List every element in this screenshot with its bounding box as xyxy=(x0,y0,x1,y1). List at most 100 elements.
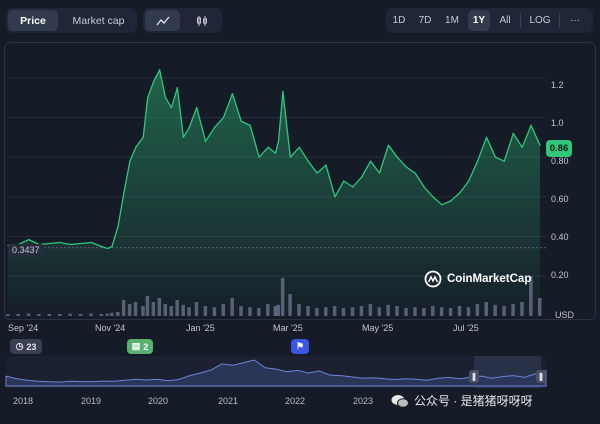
price-line-segment xyxy=(258,146,269,158)
volume-bar xyxy=(484,302,488,316)
x-tick-label: Nov '24 xyxy=(95,323,126,333)
footer-text: 公众号 · 是猪猪呀呀呀 xyxy=(414,394,533,408)
price-tab[interactable]: Price xyxy=(8,10,58,31)
volume-bar xyxy=(341,308,346,316)
watermark-text: CoinMarketCap xyxy=(447,273,532,285)
log-scale-button[interactable]: LOG xyxy=(529,15,551,26)
volume-bar xyxy=(248,307,252,316)
price-line-segment xyxy=(135,136,144,148)
range-7d-button[interactable]: 7D xyxy=(418,15,432,26)
volume-bar xyxy=(276,304,280,316)
volume-bar xyxy=(439,307,444,316)
range-1m-button[interactable]: 1M xyxy=(445,15,459,26)
volume-unit-label: USD xyxy=(555,310,575,320)
price-line-segment xyxy=(289,146,300,158)
price-line-segment xyxy=(106,245,113,250)
price-line-segment xyxy=(267,146,277,154)
price-line-segment xyxy=(222,93,234,119)
price-line-segment xyxy=(325,164,336,198)
document-events-count: 2 xyxy=(143,341,149,352)
volume-bar xyxy=(493,304,497,316)
volume-bar xyxy=(78,314,83,316)
price-line-segment xyxy=(170,87,179,109)
price-line-segment xyxy=(100,245,109,250)
price-line-segment xyxy=(152,69,161,83)
range-1d-button[interactable]: 1D xyxy=(392,15,406,26)
price-line-segment xyxy=(378,144,390,174)
price-line-segment xyxy=(494,156,505,162)
line-chart-icon xyxy=(155,16,169,25)
volume-bar xyxy=(359,306,364,316)
volume-bar xyxy=(511,304,515,316)
volume-bar xyxy=(273,306,277,316)
volume-bar xyxy=(194,302,199,316)
volume-bar xyxy=(221,304,225,316)
navigator-left-handle[interactable]: ❚ xyxy=(469,370,479,383)
volume-bar xyxy=(230,298,234,316)
price-line-segment xyxy=(147,81,155,99)
volume-bar xyxy=(457,306,462,316)
volume-bar xyxy=(448,308,453,316)
volume-bar xyxy=(47,314,52,316)
market-cap-tab[interactable]: Market cap xyxy=(72,14,125,27)
wechat-footer: 公众号 · 是猪猪呀呀呀 xyxy=(391,392,533,409)
price-line-segment xyxy=(414,172,425,188)
price-line-segment xyxy=(274,140,280,154)
volume-bar xyxy=(212,307,217,316)
x-tick-label: Jul '25 xyxy=(453,323,479,333)
price-line-segment xyxy=(28,238,40,246)
volume-bar xyxy=(181,304,185,316)
range-1y-button[interactable]: 1Y xyxy=(468,10,490,31)
price-line-segment xyxy=(396,156,407,168)
price-line-segment xyxy=(521,124,532,148)
volume-bar xyxy=(26,313,31,316)
chart-view-toggle xyxy=(143,8,222,33)
price-line-segment xyxy=(142,96,149,138)
price-area xyxy=(8,69,540,316)
volume-bar xyxy=(475,304,480,316)
volume-bar xyxy=(151,302,156,316)
price-line-segment xyxy=(176,87,185,138)
price-line-segment xyxy=(307,160,318,174)
price-line-segment xyxy=(298,146,309,162)
volume-bar xyxy=(89,313,93,316)
price-line-segment xyxy=(450,192,461,202)
toolbar-divider xyxy=(559,13,560,28)
price-line-segment xyxy=(512,132,523,148)
price-line-segment xyxy=(476,136,488,162)
price-line-segment xyxy=(361,160,372,178)
range-all-button[interactable]: All xyxy=(499,15,511,26)
line-chart-button[interactable] xyxy=(145,10,180,31)
price-line-segment xyxy=(405,166,416,174)
price-line-segment xyxy=(164,96,173,109)
more-options-button[interactable]: ··· xyxy=(570,15,580,26)
volume-bar xyxy=(266,304,270,316)
volume-bar xyxy=(157,298,162,316)
flag-event-badge[interactable]: ⚑ xyxy=(291,339,309,354)
price-line-segment xyxy=(343,180,354,188)
volume-bar xyxy=(133,302,138,316)
price-chart-frame xyxy=(4,42,596,320)
volume-bar xyxy=(431,306,435,316)
volume-bar xyxy=(386,304,390,316)
navigator-right-handle[interactable]: ❚ xyxy=(536,370,546,383)
document-events-badge[interactable]: ▤ 2 xyxy=(127,339,153,354)
volume-bar xyxy=(538,298,542,316)
price-line-segment xyxy=(468,160,479,182)
navigator-year-label: 2018 xyxy=(13,396,34,406)
wechat-icon xyxy=(391,394,409,408)
volume-bar xyxy=(288,294,292,316)
volume-bar xyxy=(324,307,328,316)
y-tick-label: 0.60 xyxy=(551,194,569,204)
candlestick-button[interactable] xyxy=(184,10,219,31)
document-icon: ▤ xyxy=(131,341,141,351)
history-events-badge[interactable]: ◷ 23 xyxy=(10,339,42,354)
volume-bar xyxy=(502,306,506,316)
price-line-segment xyxy=(459,180,470,194)
volume-bar xyxy=(99,314,104,316)
price-line-segment xyxy=(158,69,167,99)
price-line-segment xyxy=(432,196,443,206)
volume-bar xyxy=(395,306,399,316)
flag-icon: ⚑ xyxy=(295,341,305,351)
